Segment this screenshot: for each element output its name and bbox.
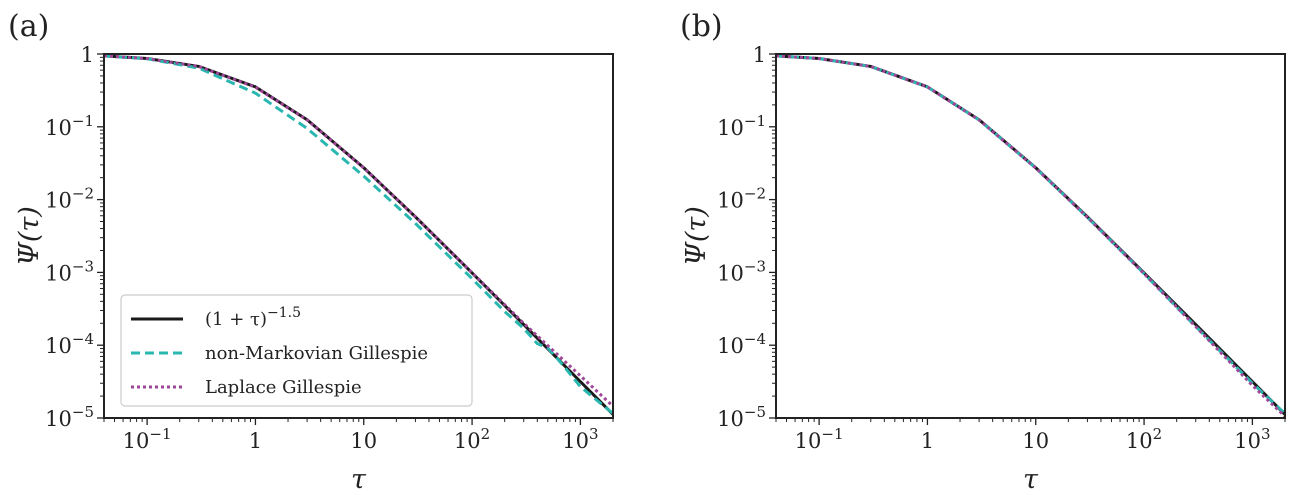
y-tick-label: 10−2	[45, 185, 94, 213]
series-line-dashed	[776, 54, 1285, 415]
y-tick-label: 10−3	[45, 257, 94, 285]
plot-frame	[775, 53, 1286, 419]
y-axis-label: Ψ(τ)	[681, 206, 712, 266]
y-tick-label: 10−5	[45, 403, 94, 431]
x-tick-label: 1	[921, 429, 934, 453]
legend: (1 + τ)−1.5 non-Markovian Gillespie Laplac…	[120, 294, 473, 407]
series-line-dotted	[776, 54, 1285, 418]
y-axis-label: Ψ(τ)	[14, 206, 45, 266]
y-tick-label: 10−4	[45, 330, 94, 358]
plot-frame	[103, 53, 614, 419]
x-tick-label: 103	[562, 425, 598, 453]
x-tick-label: 10−1	[795, 425, 844, 453]
x-tick-label: 10−1	[123, 425, 172, 453]
y-tick-label: 10−1	[717, 112, 766, 140]
series-line-solid	[776, 54, 1285, 416]
legend-label: Laplace Gillespie	[205, 377, 362, 398]
x-tick-label: 102	[454, 425, 490, 453]
x-tick-label: 1	[249, 429, 262, 453]
y-tick-label: 10−2	[717, 185, 766, 213]
series-group	[776, 54, 1285, 418]
legend-label: (1 + τ)−1.5	[205, 305, 301, 330]
x-tick-label: 103	[1234, 425, 1270, 453]
y-tick-label: 10−5	[717, 403, 766, 431]
panel-label: (b)	[680, 9, 723, 44]
y-tick-label: 1	[753, 43, 766, 67]
y-tick-label: 10−3	[717, 257, 766, 285]
panel-a: 10−1 1 10 102 103 1 10−1 10−2 10−3 10−4 10−5 τ Ψ(τ) (…	[8, 9, 614, 495]
panel-label: (a)	[8, 9, 49, 44]
x-axis-label: τ	[351, 464, 367, 495]
x-tick-label: 102	[1126, 425, 1162, 453]
y-tick-label: 1	[81, 43, 94, 67]
y-tick-label: 10−4	[717, 330, 766, 358]
x-axis-label: τ	[1023, 464, 1039, 495]
series-line-dotted	[104, 54, 613, 408]
panel-b: 10−1 1 10 102 103 1 10−1 10−2 10−3 10−4 10−5 τ Ψ(τ) (…	[680, 9, 1286, 495]
legend-label: non-Markovian Gillespie	[205, 343, 428, 364]
x-tick-label: 10	[350, 429, 377, 453]
series-line-dashed	[104, 54, 613, 415]
x-tick-label: 10	[1022, 429, 1049, 453]
legend-box	[120, 294, 473, 407]
y-tick-label: 10−1	[45, 112, 94, 140]
series-group	[104, 54, 613, 416]
